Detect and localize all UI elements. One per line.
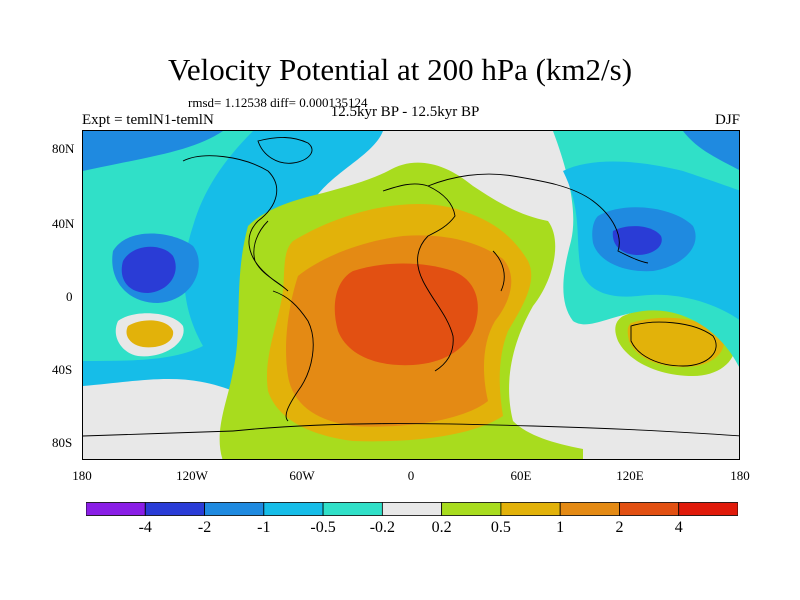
- y-tick-label: 40S: [52, 362, 73, 377]
- colorbar-swatch: [441, 502, 502, 516]
- y-tick-label: 40N: [52, 216, 75, 231]
- strong-positive-central: [334, 263, 478, 366]
- x-tick-label: 120W: [176, 468, 208, 483]
- colorbar: [86, 502, 738, 516]
- period-text: 12.5kyr BP - 12.5kyr BP: [330, 104, 480, 120]
- strong-negative-pacific: [121, 246, 176, 293]
- positive-core-pacific: [126, 320, 174, 348]
- colorbar-swatch: [619, 502, 680, 516]
- colorbar-swatch: [204, 502, 265, 516]
- colorbar-swatch: [86, 502, 146, 516]
- colorbar-tick-label: 0.2: [431, 519, 452, 536]
- colorbar-tick-label: -2: [197, 519, 212, 536]
- colorbar-swatch: [322, 502, 383, 516]
- contour-map: [83, 131, 739, 459]
- colorbar-swatch: [500, 502, 561, 516]
- strong-negative-east: [612, 226, 662, 255]
- x-tick-label: 180: [730, 468, 750, 483]
- colorbar-swatch: [559, 502, 620, 516]
- x-tick-label: 180: [72, 468, 92, 483]
- y-tick-label: 0: [66, 289, 73, 304]
- colorbar-swatch: [144, 502, 205, 516]
- map-title: Velocity Potential at 200 hPa (km2/s): [167, 52, 633, 87]
- positive-australia: [627, 317, 724, 367]
- colorbar-swatch: [381, 502, 443, 516]
- colorbar-tick-label: 4: [674, 519, 683, 536]
- map-plot-area: [82, 130, 740, 460]
- colorbar-tick-label: 2: [615, 519, 624, 536]
- season-label: DJF: [714, 112, 740, 128]
- colorbar-swatch: [263, 502, 324, 516]
- colorbar-tick-label: -4: [138, 519, 152, 536]
- experiment-label: Expt = temlN1-temlN: [82, 112, 214, 128]
- colorbar-tick-label: 0.5: [490, 519, 511, 536]
- colorbar-tick-label: 1: [556, 519, 565, 536]
- colorbar-tick-label: -0.2: [369, 519, 396, 536]
- negative-northeast: [683, 131, 739, 170]
- y-tick-label: 80S: [52, 435, 73, 450]
- x-tick-label: 60W: [289, 468, 315, 483]
- x-tick-label: 60E: [510, 468, 532, 483]
- stats-text: rmsd= 1.12538 diff= 0.000135124: [188, 95, 368, 110]
- x-tick-label: 120E: [616, 468, 644, 483]
- colorbar-tick-label: -1: [257, 519, 271, 536]
- coastlines: [83, 137, 739, 437]
- colorbar-tick-label: -0.5: [310, 519, 336, 536]
- x-tick-label: 0: [407, 468, 415, 483]
- medium-negative-west: [83, 131, 223, 171]
- y-tick-label: 80N: [52, 141, 75, 156]
- colorbar-swatch: [678, 502, 738, 516]
